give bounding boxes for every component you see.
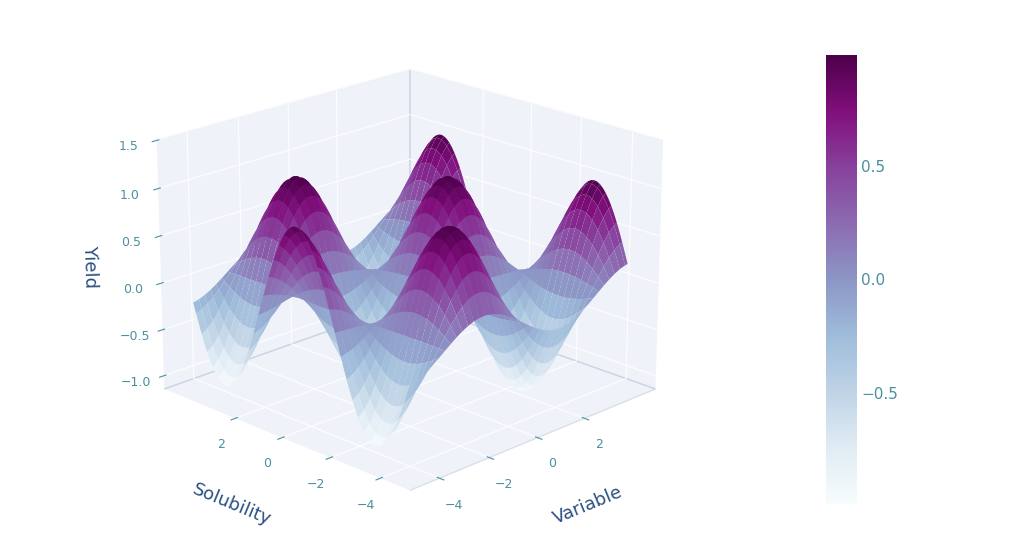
Y-axis label: Solubility: Solubility	[190, 481, 273, 529]
X-axis label: Variable: Variable	[550, 482, 625, 527]
